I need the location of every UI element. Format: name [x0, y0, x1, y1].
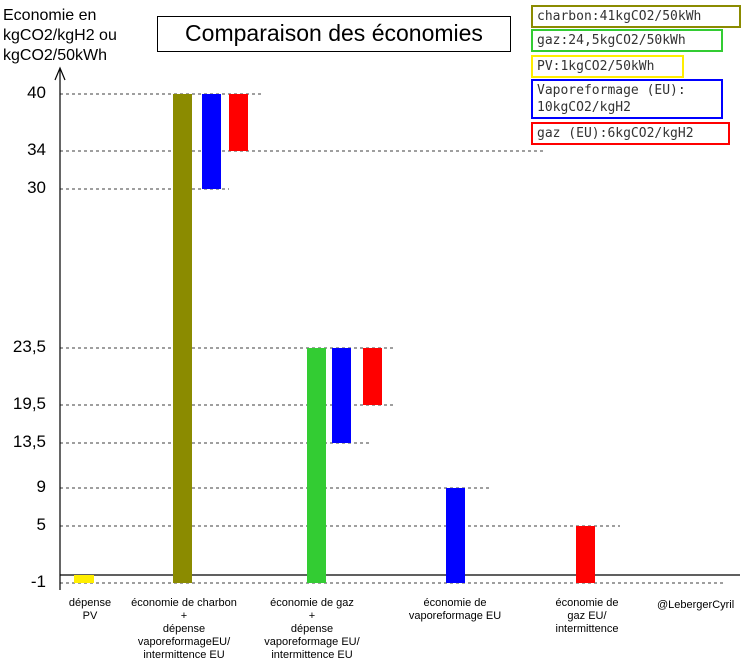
legend-item-gaz-eu: gaz (EU):6kgCO2/kgH2	[531, 122, 730, 145]
y-tick-label: 9	[36, 477, 46, 496]
y-tick-label: 23,5	[12, 337, 46, 356]
legend-item-charbon: charbon:41kgCO2/50kWh	[531, 5, 741, 28]
bar	[363, 348, 382, 405]
legend-item-pv: PV:1kgCO2/50kWh	[531, 55, 684, 78]
x-category-pv: dépense PV	[68, 597, 112, 622]
legend-item-vaporeformage: Vaporeformage (EU): 10kgCO2/kgH2	[531, 79, 723, 119]
y-tick-label: 40	[27, 83, 46, 102]
y-tick-label: 30	[27, 178, 46, 197]
bar	[446, 488, 465, 583]
bar	[173, 94, 192, 583]
bar	[576, 526, 595, 583]
y-axis-label: Economie en kgCO2/kgH2 ou kgCO2/50kWh	[3, 7, 117, 64]
y-tick-label: 5	[36, 515, 46, 534]
y-tick-label: 13,5	[12, 432, 46, 451]
bar	[202, 94, 221, 189]
x-category-gaz: économie de gaz + dépense vaporeformage …	[264, 597, 360, 661]
x-category-charbon: économie de charbon + dépense vaporeform…	[131, 597, 237, 661]
bar	[229, 94, 248, 151]
bar	[307, 348, 326, 583]
y-tick-label: 19,5	[12, 394, 46, 413]
y-axis-arrow	[54, 66, 66, 81]
legend-item-gaz: gaz:24,5kgCO2/50kWh	[531, 29, 723, 52]
chart-title: Comparaison des économies	[157, 16, 511, 52]
author-credit: @LebergerCyril	[657, 599, 735, 611]
y-tick-label: -1	[30, 572, 46, 591]
y-tick-label: 34	[27, 140, 46, 159]
bar	[74, 575, 94, 583]
x-category-gaz-eu: économie de gaz EU/ intermittence	[555, 597, 619, 635]
bar	[332, 348, 351, 443]
x-category-vaporeformage: économie de vaporeformage EU	[408, 597, 502, 622]
